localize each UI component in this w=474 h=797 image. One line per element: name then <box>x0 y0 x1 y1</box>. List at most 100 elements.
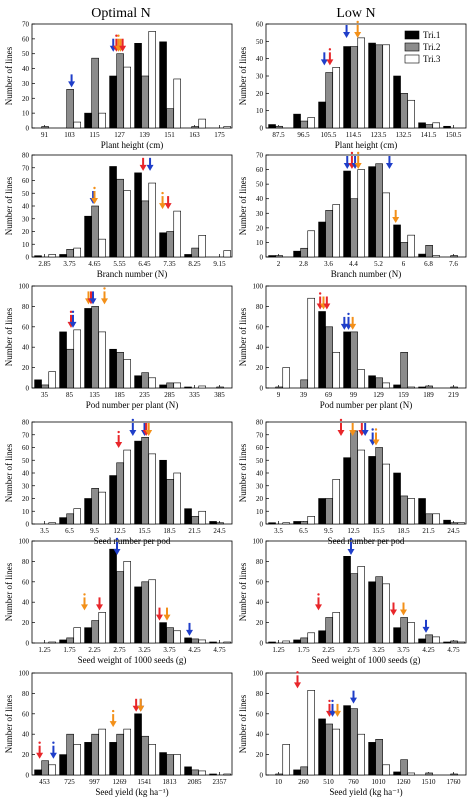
bar-tri3 <box>282 640 290 644</box>
y-tick-label: 60 <box>256 710 264 718</box>
y-axis-label: Number of lines <box>238 46 248 105</box>
bar-tri2 <box>450 386 458 389</box>
bar-tri1 <box>59 254 67 258</box>
x-tick-label: 6 <box>402 260 406 268</box>
x-tick-label: 9.5 <box>324 527 333 535</box>
bar-tri3 <box>307 230 315 258</box>
x-tick-label: 3.5 <box>274 527 283 535</box>
x-tick-label: 6.5 <box>65 527 74 535</box>
plot-frame <box>265 540 467 644</box>
x-tick-label: 1010 <box>372 778 387 786</box>
bar-tri3 <box>382 44 390 129</box>
bar-tri2 <box>141 75 149 129</box>
x-tick-label: 159 <box>398 391 409 399</box>
bar-tri3 <box>357 733 365 776</box>
bar-tri1 <box>84 308 92 389</box>
y-axis-label: Number of lines <box>238 443 248 502</box>
bar-tri3 <box>382 583 390 644</box>
x-axis-label: Pod number per plant (N) <box>320 400 412 410</box>
bar-tri3 <box>73 508 81 525</box>
bar-tri2 <box>91 205 99 258</box>
bar-tri1 <box>443 519 451 525</box>
bar-tri1 <box>109 75 117 129</box>
bar-tri3 <box>332 351 340 389</box>
bar-tri1 <box>368 742 376 776</box>
bar-tri2 <box>41 384 49 389</box>
qtl-arrow-head-red <box>315 604 322 611</box>
y-tick-label: 20 <box>22 619 30 627</box>
bar-tri2 <box>191 769 199 776</box>
qtl-arrow-head-blue <box>129 430 137 436</box>
bar-tri2 <box>66 513 74 525</box>
qtl-arrow-head-blue <box>422 626 430 633</box>
y-tick-label: 50 <box>256 457 264 465</box>
qtl-arrow-star-red <box>350 151 354 155</box>
bar-tri3 <box>123 449 131 525</box>
qtl-arrow-head-red <box>119 45 127 52</box>
y-tick-label: 100 <box>19 670 30 678</box>
bar-tri1 <box>184 254 192 258</box>
x-tick-label: 150.5 <box>446 131 462 139</box>
bar-tri3 <box>73 121 81 129</box>
x-tick-label: 219 <box>448 391 459 399</box>
x-tick-label: 1813 <box>163 778 178 786</box>
bar-tri2 <box>325 72 333 129</box>
bar-tri1 <box>159 384 167 389</box>
bar-tri1 <box>318 630 326 644</box>
y-tick-label: 0 <box>260 640 264 648</box>
y-tick-label: 50 <box>22 457 30 465</box>
y-tick-label: 30 <box>22 482 30 490</box>
x-tick-label: 127 <box>114 131 125 139</box>
x-tick-label: 114.5 <box>346 131 362 139</box>
qtl-arrow-star-blue <box>115 537 119 541</box>
y-tick-label: 10 <box>256 508 264 516</box>
x-tick-label: 1269 <box>113 778 128 786</box>
qtl-arrow-head-blue <box>320 59 328 66</box>
bar-tri3 <box>457 522 465 525</box>
y-tick-label: 80 <box>22 419 30 427</box>
bar-tri1 <box>134 375 142 389</box>
bar-tri3 <box>98 612 106 644</box>
y-tick-label: 20 <box>256 495 264 503</box>
y-tick-label: 40 <box>256 195 264 203</box>
bar-tri2 <box>300 521 308 525</box>
bar-tri3 <box>173 630 181 644</box>
qtl-arrow-head-blue <box>49 752 57 759</box>
bar-tri2 <box>375 44 383 129</box>
bar-tri1 <box>84 215 92 258</box>
bar-tri2 <box>91 487 99 525</box>
bar-tri2 <box>325 723 333 776</box>
y-tick-label: 40 <box>256 344 264 352</box>
x-tick-label: 185 <box>114 391 125 399</box>
bar-tri3 <box>357 449 365 525</box>
x-tick-label: 135 <box>89 391 100 399</box>
x-tick-label: 99 <box>350 391 358 399</box>
bar-tri3 <box>407 99 415 129</box>
qtl-arrow-star-red <box>318 292 322 295</box>
y-tick-label: 80 <box>256 303 264 311</box>
y-axis-label: Number of lines <box>4 694 14 753</box>
bar-tri3 <box>307 297 315 389</box>
bar-tri1 <box>318 221 326 258</box>
qtl-arrow-star-blue <box>349 537 353 541</box>
bar-tri3 <box>223 641 231 644</box>
bar-tri2 <box>350 46 358 129</box>
x-tick-label: 96.5 <box>297 131 310 139</box>
bar-tri3 <box>332 67 340 129</box>
qtl-arrow-head-blue <box>361 430 369 436</box>
y-tick-label: 20 <box>256 364 264 372</box>
bar-tri2 <box>41 760 49 776</box>
bar-tri3 <box>282 744 290 776</box>
x-tick-label: 132.5 <box>396 131 412 139</box>
bar-tri3 <box>198 770 206 776</box>
y-tick-label: 50 <box>256 38 264 46</box>
bar-tri3 <box>407 234 415 258</box>
qtl-arrow-head-orange <box>334 710 341 717</box>
x-axis-label: Seed weight of 1000 seeds (g) <box>312 655 421 665</box>
bar-tri2 <box>275 125 283 129</box>
bar-tri2 <box>141 735 149 776</box>
bar-tri3 <box>307 632 315 644</box>
x-tick-label: 2.85 <box>38 260 51 268</box>
x-tick-label: 6.5 <box>299 527 308 535</box>
x-tick-label: 21.5 <box>422 527 435 535</box>
